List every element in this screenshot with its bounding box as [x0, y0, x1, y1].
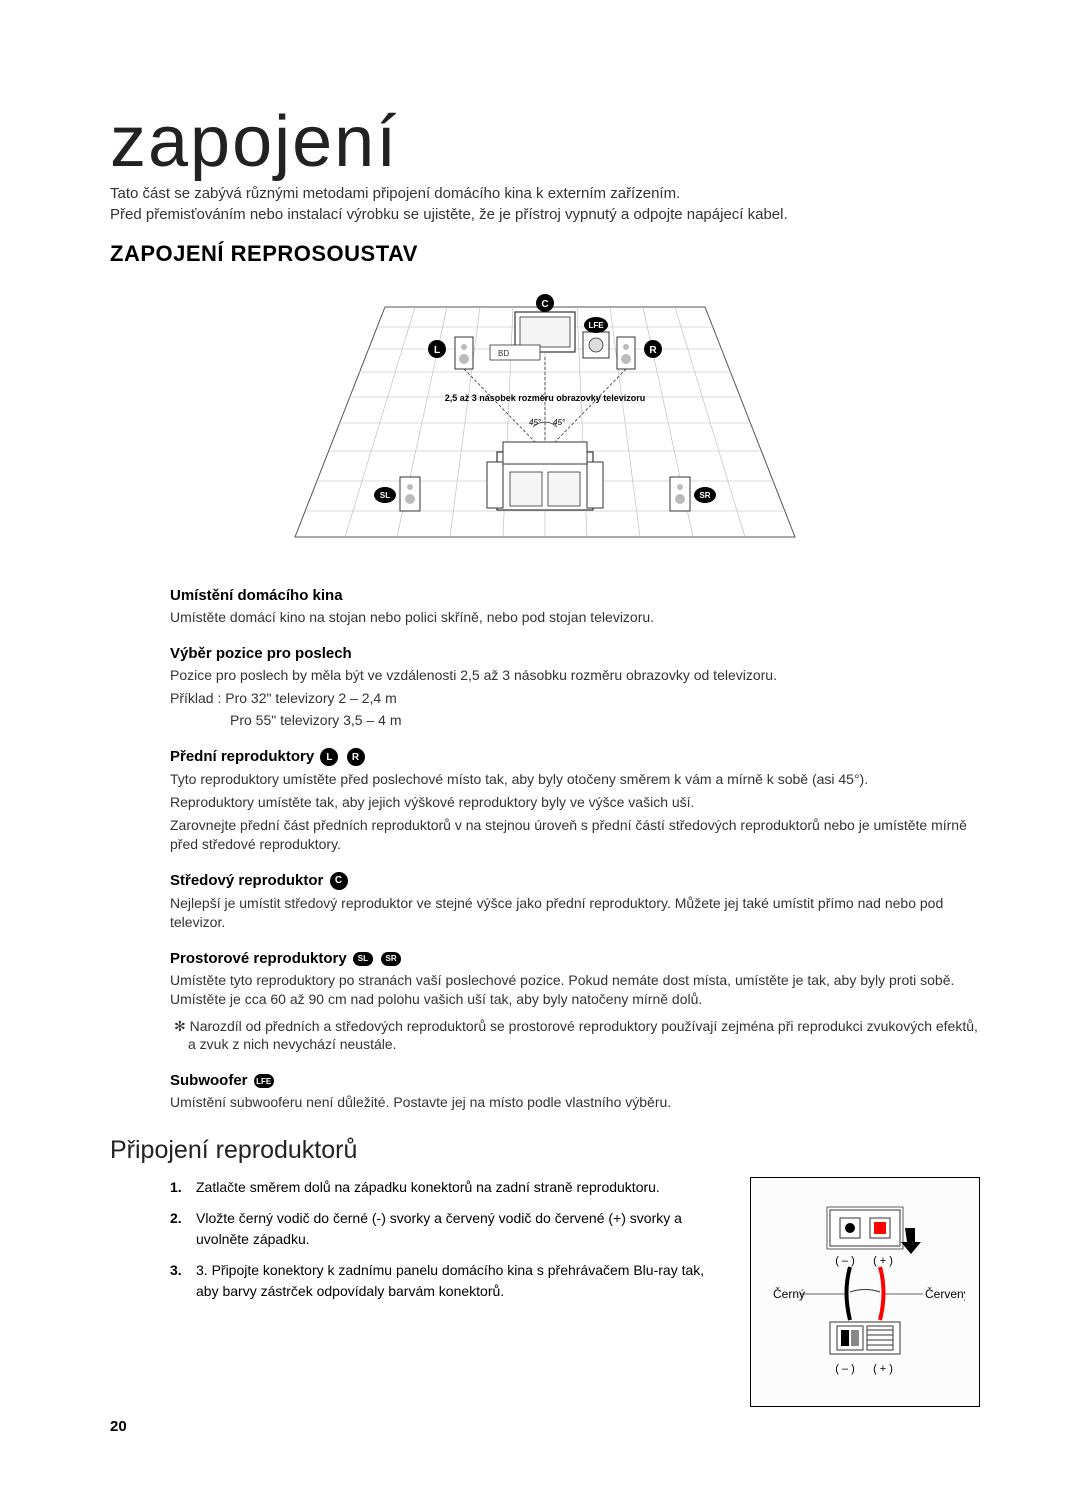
svg-text:2,5 až 3 násobek rozměru obraz: 2,5 až 3 násobek rozměru obrazovky telev…: [445, 393, 646, 403]
sr-badge-icon: SR: [381, 952, 401, 966]
room-diagram: BD C L R LFE 2,5 až 3 násobek rozměru ob…: [285, 277, 805, 557]
subhead-surround: Prostorové reproduktory SL SR: [110, 950, 980, 967]
room-diagram-wrap: BD C L R LFE 2,5 až 3 násobek rozměru ob…: [110, 277, 980, 557]
svg-text:Černý: Černý: [773, 1286, 805, 1301]
svg-text:45°: 45°: [529, 418, 542, 427]
r-badge-icon: R: [347, 748, 365, 766]
terminal-diagram: ( – ) ( + ) Černý Červený ( – ) (: [750, 1177, 980, 1407]
page-number: 20: [110, 1418, 127, 1435]
subhead-placement: Umístění domácího kina: [110, 587, 980, 604]
svg-text:45°: 45°: [553, 418, 566, 427]
body-listening-1: Pozice pro poslech by měla být ve vzdále…: [110, 666, 980, 685]
body-subwoofer: Umístění subwooferu není důležité. Posta…: [110, 1093, 980, 1112]
body-surround: Umístěte tyto reproduktory po stranách v…: [110, 971, 980, 1009]
connect-row: 1.Zatlačte směrem dolů na západku konekt…: [110, 1177, 980, 1407]
subhead-listening: Výběr pozice pro poslech: [110, 645, 980, 662]
step-2: 2.Vložte černý vodič do černé (-) svorky…: [170, 1208, 720, 1250]
svg-text:( + ): ( + ): [873, 1255, 893, 1267]
body-front-3: Zarovnejte přední část předních reproduk…: [110, 816, 980, 854]
step-3: 3.3. Připojte konektory k zadnímu panelu…: [170, 1260, 720, 1302]
step-1: 1.Zatlačte směrem dolů na západku konekt…: [170, 1177, 720, 1198]
subwoofer-icon: [583, 332, 609, 358]
lfe-badge-icon: LFE: [254, 1074, 274, 1088]
connect-steps: 1.Zatlačte směrem dolů na západku konekt…: [110, 1177, 720, 1407]
l-badge-icon: L: [320, 748, 338, 766]
body-front-1: Tyto reproduktory umístěte před poslecho…: [110, 770, 980, 789]
surround-right-icon: [670, 477, 690, 511]
svg-text:( + ): ( + ): [873, 1363, 893, 1375]
svg-text:BD: BD: [498, 349, 509, 358]
left-speaker-icon: [455, 337, 473, 369]
body-center: Nejlepší je umístit středový reproduktor…: [110, 894, 980, 932]
body-listening-2: Příklad : Pro 32" televizory 2 – 2,4 m: [110, 689, 980, 708]
c-badge-icon: C: [330, 872, 348, 890]
section-heading-speakers: ZAPOJENÍ REPROSOUSTAV: [110, 241, 980, 267]
svg-text:( – ): ( – ): [835, 1363, 855, 1375]
svg-text:SL: SL: [380, 491, 390, 500]
svg-text:( – ): ( – ): [835, 1255, 855, 1267]
body-placement: Umístěte domácí kino na stojan nebo poli…: [110, 608, 980, 627]
subhead-front: Přední reproduktory L R: [110, 748, 980, 766]
svg-text:Červený: Červený: [925, 1286, 965, 1301]
sl-badge-icon: SL: [353, 952, 373, 966]
subhead-center: Středový reproduktor C: [110, 872, 980, 890]
right-speaker-icon: [617, 337, 635, 369]
body-front-2: Reproduktory umístěte tak, aby jejich vý…: [110, 793, 980, 812]
page-title: zapojení: [110, 110, 980, 175]
sofa-icon: [487, 442, 603, 510]
svg-text:C: C: [541, 299, 548, 310]
section-heading-connect: Připojení reproduktorů: [110, 1136, 980, 1165]
svg-text:L: L: [434, 345, 440, 356]
subhead-subwoofer: Subwoofer LFE: [110, 1072, 980, 1089]
body-listening-3: Pro 55" televizory 3,5 – 4 m: [110, 711, 980, 730]
surround-left-icon: [400, 477, 420, 511]
surround-note: ✻ Narozdíl od předních a středových repr…: [110, 1017, 980, 1055]
intro-text: Tato část se zabývá různými metodami při…: [110, 183, 980, 225]
svg-text:LFE: LFE: [588, 321, 604, 330]
svg-text:R: R: [649, 345, 657, 356]
svg-text:SR: SR: [699, 491, 710, 500]
